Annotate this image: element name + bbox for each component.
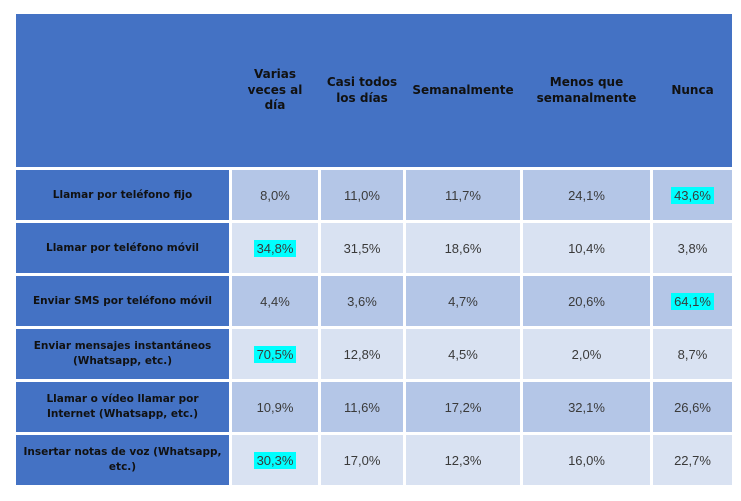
column-header-4: Nunca: [671, 82, 714, 97]
data-cell-r4-c2: 17,2%: [406, 382, 520, 432]
value-text: 11,7%: [445, 187, 481, 203]
data-cell-r2-c2: 4,7%: [406, 276, 520, 326]
header-corner-cell: [16, 14, 229, 167]
value-text: 24,1%: [568, 187, 605, 203]
data-cell-r4-c0: 10,9%: [232, 382, 318, 432]
row-label-5: Insertar notas de voz (Whatsapp, etc.): [16, 435, 229, 485]
data-cell-r5-c2: 12,3%: [406, 435, 520, 485]
value-text: 12,3%: [444, 452, 482, 468]
data-cell-r4-c3: 32,1%: [523, 382, 650, 432]
value-text: 32,1%: [568, 399, 605, 415]
column-header-0: Varias veces al día: [247, 67, 303, 113]
column-header-1: Casi todos los días: [326, 74, 398, 105]
data-cell-r3-c1: 12,8%: [321, 329, 403, 379]
row-label-1: Llamar por teléfono móvil: [16, 223, 229, 273]
table-header: Varias veces al día Casi todos los días Se…: [16, 14, 732, 167]
data-cell-r5-c1: 17,0%: [321, 435, 403, 485]
data-cell-r1-c3: 10,4%: [523, 223, 650, 273]
value-text: 3,6%: [347, 293, 377, 309]
data-cell-r2-c4: 64,1%: [653, 276, 732, 326]
value-text: 17,0%: [343, 452, 381, 468]
data-cell-r4-c4: 26,6%: [653, 382, 732, 432]
value-text: 11,6%: [344, 399, 380, 415]
value-text: 11,0%: [344, 187, 380, 203]
data-cell-r2-c1: 3,6%: [321, 276, 403, 326]
row-label-3: Enviar mensajes instantáneos (Whatsapp, …: [16, 329, 229, 379]
value-text: 10,9%: [256, 399, 294, 415]
column-header-3: Menos que semanalmente: [536, 74, 637, 105]
row-label-4: Llamar o vídeo llamar por Internet (What…: [16, 382, 229, 432]
data-cell-r3-c4: 8,7%: [653, 329, 732, 379]
data-cell-r0-c4: 43,6%: [653, 170, 732, 220]
highlighted-value: 34,8%: [253, 239, 297, 257]
highlighted-value: 30,3%: [253, 451, 297, 469]
row-label-0: Llamar por teléfono fijo: [16, 170, 229, 220]
value-text: 22,7%: [674, 452, 711, 468]
highlighted-value: 70,5%: [253, 345, 297, 363]
value-text: 18,6%: [444, 240, 482, 256]
value-text: 16,0%: [568, 452, 605, 468]
data-cell-r2-c0: 4,4%: [232, 276, 318, 326]
data-cell-r1-c1: 31,5%: [321, 223, 403, 273]
data-cell-r1-c0: 34,8%: [232, 223, 318, 273]
data-cell-r5-c4: 22,7%: [653, 435, 732, 485]
highlighted-value: 64,1%: [671, 292, 714, 310]
value-text: 8,7%: [677, 346, 708, 362]
value-text: 4,5%: [448, 346, 478, 362]
data-cell-r3-c0: 70,5%: [232, 329, 318, 379]
data-cell-r0-c1: 11,0%: [321, 170, 403, 220]
value-text: 20,6%: [568, 293, 605, 309]
data-cell-r4-c1: 11,6%: [321, 382, 403, 432]
data-cell-r0-c0: 8,0%: [232, 170, 318, 220]
data-cell-r1-c4: 3,8%: [653, 223, 732, 273]
data-cell-r0-c3: 24,1%: [523, 170, 650, 220]
value-text: 31,5%: [343, 240, 381, 256]
data-cell-r5-c3: 16,0%: [523, 435, 650, 485]
value-text: 4,7%: [448, 293, 478, 309]
value-text: 8,0%: [260, 187, 290, 203]
value-text: 2,0%: [571, 346, 602, 362]
column-header-2: Semanalmente: [412, 82, 514, 97]
value-text: 10,4%: [568, 240, 605, 256]
value-text: 12,8%: [343, 346, 381, 362]
data-cell-r2-c3: 20,6%: [523, 276, 650, 326]
value-text: 26,6%: [674, 399, 711, 415]
data-cell-r3-c2: 4,5%: [406, 329, 520, 379]
data-cell-r3-c3: 2,0%: [523, 329, 650, 379]
row-label-2: Enviar SMS por teléfono móvil: [16, 276, 229, 326]
data-cell-r1-c2: 18,6%: [406, 223, 520, 273]
frequency-table: Varias veces al día Casi todos los días Se…: [16, 14, 732, 485]
value-text: 3,8%: [677, 240, 708, 256]
data-cell-r0-c2: 11,7%: [406, 170, 520, 220]
data-cell-r5-c0: 30,3%: [232, 435, 318, 485]
highlighted-value: 43,6%: [671, 186, 714, 204]
value-text: 4,4%: [260, 293, 290, 309]
value-text: 17,2%: [444, 399, 482, 415]
